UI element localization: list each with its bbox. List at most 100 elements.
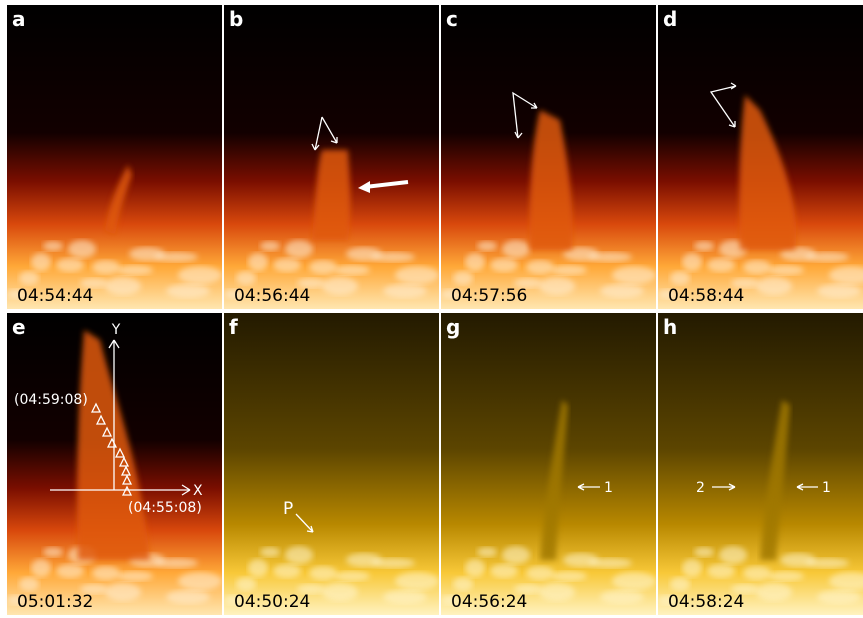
bright-patch xyxy=(670,577,690,591)
image-panel: c04:57:56 xyxy=(441,5,656,309)
image-panel: h 04:58:24 xyxy=(658,313,863,615)
bright-patch xyxy=(600,590,644,604)
bright-patch xyxy=(707,564,735,578)
image-panel: a 04:54:44 xyxy=(7,5,222,309)
bright-patch xyxy=(526,566,554,580)
bright-patch xyxy=(383,590,427,604)
axis-label: Y xyxy=(111,322,121,338)
panel-letter: f xyxy=(229,315,238,339)
bright-patch xyxy=(129,247,165,261)
bright-patch xyxy=(694,241,714,251)
axis-label: X xyxy=(193,483,203,499)
panel-letter: h xyxy=(663,315,677,339)
panel-letter: d xyxy=(663,7,677,31)
bright-patch xyxy=(322,277,358,295)
bright-patch xyxy=(768,571,804,581)
bright-patch xyxy=(260,547,280,557)
time-label: (04:55:08) xyxy=(128,500,202,516)
bright-patch xyxy=(719,546,747,564)
feature-label: 1 xyxy=(822,480,831,496)
bright-patch xyxy=(285,240,313,258)
bright-patch xyxy=(395,266,439,284)
bright-patch xyxy=(260,241,280,251)
bright-patch xyxy=(551,571,587,581)
bright-patch xyxy=(817,590,861,604)
bright-patch xyxy=(166,590,210,604)
bright-patch xyxy=(178,572,222,590)
bright-patch xyxy=(612,572,656,590)
bright-patch xyxy=(526,260,554,274)
bright-patch xyxy=(56,258,84,272)
bright-patch xyxy=(166,284,210,298)
bright-patch xyxy=(780,553,816,567)
bright-patch xyxy=(539,277,575,295)
bright-patch xyxy=(465,253,485,271)
bright-patch xyxy=(563,553,599,567)
bright-patch xyxy=(309,566,337,580)
bright-patch xyxy=(92,566,120,580)
bright-patch xyxy=(694,547,714,557)
bright-patch xyxy=(19,577,39,591)
bright-patch xyxy=(756,277,792,295)
bright-patch xyxy=(743,566,771,580)
bright-patch xyxy=(68,240,96,258)
time-label: (04:59:08) xyxy=(14,392,88,408)
bright-patch xyxy=(682,253,702,271)
image-panel: d 04:58:44 xyxy=(658,5,863,309)
bright-patch xyxy=(502,240,530,258)
bright-patch xyxy=(477,241,497,251)
bright-patch xyxy=(105,583,141,601)
bright-patch xyxy=(490,258,518,272)
bright-patch xyxy=(105,277,141,295)
panel-letter: a xyxy=(12,7,26,31)
bright-patch xyxy=(31,253,51,271)
bright-patch xyxy=(334,571,370,581)
image-panel: b 04:56:44 xyxy=(224,5,439,309)
bright-patch xyxy=(817,284,861,298)
bright-patch xyxy=(670,271,690,285)
bright-patch xyxy=(551,265,587,275)
bright-patch xyxy=(273,258,301,272)
feature-label: P xyxy=(283,499,293,519)
timestamp: 04:58:44 xyxy=(668,286,744,306)
panel-letter: e xyxy=(12,315,26,339)
bright-patch xyxy=(756,583,792,601)
bright-patch xyxy=(236,271,256,285)
feature-label: 2 xyxy=(696,480,705,496)
bright-patch xyxy=(539,583,575,601)
bright-patch xyxy=(19,271,39,285)
bright-patch xyxy=(178,266,222,284)
bright-patch xyxy=(248,559,268,577)
timestamp: 04:58:24 xyxy=(668,592,744,612)
bright-patch xyxy=(43,547,63,557)
figure: a04:54:44b04:56:44c04:57:56d04:58:44e05:… xyxy=(0,0,863,618)
panel-letter: b xyxy=(229,7,243,31)
bright-patch xyxy=(236,577,256,591)
bright-patch xyxy=(273,564,301,578)
bright-patch xyxy=(612,266,656,284)
bright-patch xyxy=(309,260,337,274)
bright-patch xyxy=(383,284,427,298)
panel-letter: g xyxy=(446,315,460,339)
timestamp: 04:56:44 xyxy=(234,286,310,306)
bright-patch xyxy=(743,260,771,274)
image-panel: f 04:50:24 xyxy=(224,313,439,615)
bright-patch xyxy=(490,564,518,578)
bright-patch xyxy=(92,260,120,274)
bright-patch xyxy=(453,577,473,591)
bright-patch xyxy=(346,247,382,261)
bright-patch xyxy=(117,571,153,581)
bright-patch xyxy=(346,553,382,567)
bright-patch xyxy=(600,284,644,298)
bright-patch xyxy=(477,547,497,557)
panel-letter: c xyxy=(446,7,458,31)
bright-patch xyxy=(768,265,804,275)
bright-patch xyxy=(395,572,439,590)
bright-patch xyxy=(322,583,358,601)
image-panel: g04:56:24 xyxy=(441,313,656,615)
bright-patch xyxy=(465,559,485,577)
bright-patch xyxy=(334,265,370,275)
bright-patch xyxy=(117,265,153,275)
timestamp: 04:54:44 xyxy=(17,286,93,306)
timestamp: 04:50:24 xyxy=(234,592,310,612)
